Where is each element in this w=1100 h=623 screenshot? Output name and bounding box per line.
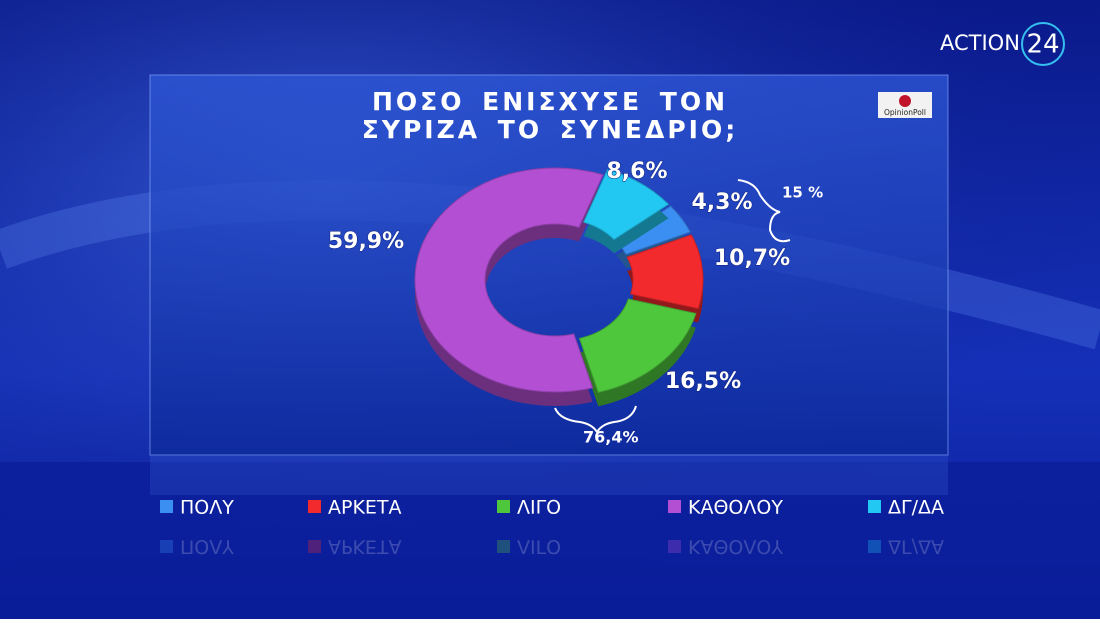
legend-swatch-reflection xyxy=(868,540,881,553)
data-label: 16,5% xyxy=(665,369,741,394)
data-label: 4,3% xyxy=(691,190,752,215)
legend-swatch xyxy=(160,500,173,513)
legend-swatch-reflection xyxy=(668,540,681,553)
legend-label-reflection: ΔΓ/ΔΑ xyxy=(888,536,944,558)
brand-name: ACTION xyxy=(940,31,1020,55)
donut xyxy=(414,167,704,407)
slice xyxy=(578,298,697,393)
title-box: ΠΟΣΟ ΕΝΙΣΧΥΣΕ ΤΟΝ ΣΥΡΙΖΑ ΤΟ ΣΥΝΕΔΡΙΟ; xyxy=(361,88,739,144)
source-logo: OpinionPoll xyxy=(884,108,926,117)
legend-label-reflection: ΚΑΘΟΛΟΥ xyxy=(688,536,783,558)
slice xyxy=(414,167,604,393)
slice xyxy=(582,168,670,241)
annotation: 15 % xyxy=(782,184,823,202)
legend-swatch-reflection xyxy=(160,540,173,553)
legend-label: ΛΙΓΟ xyxy=(517,497,561,519)
brand-ring xyxy=(1021,22,1065,66)
legend-label-reflection: ΑΡΚΕΤΑ xyxy=(328,536,402,558)
bracket-15 xyxy=(737,179,791,243)
legend-label-reflection: ΛΙΓΟ xyxy=(517,536,561,558)
legend-label: ΚΑΘΟΛΟΥ xyxy=(688,497,783,519)
legend-label-reflection: ΠΟΛΥ xyxy=(180,536,234,558)
panel-reflection xyxy=(150,455,948,495)
floor xyxy=(0,462,1100,619)
legend-label: ΑΡΚΕΤΑ xyxy=(328,497,402,519)
bracket-76 xyxy=(554,405,637,434)
data-label: 10,7% xyxy=(714,246,790,271)
legend-swatch xyxy=(868,500,881,513)
legend: ΠΟΛΥ ΠΟΛΥ ΑΡΚΕΤΑ ΑΡΚΕΤΑ ΛΙΓΟ ΛΙΓΟ ΚΑΘΟΛΟΥ ΚΑΘΟΛ… xyxy=(160,497,944,558)
legend-swatch xyxy=(497,500,510,513)
legend-label: ΔΓ/ΔΑ xyxy=(888,497,944,519)
chart-title: ΠΟΣΟ ΕΝΙΣΧΥΣΕ ΤΟΝ ΣΥΡΙΖΑ ΤΟ ΣΥΝΕΔΡΙΟ; xyxy=(361,88,739,144)
slice xyxy=(626,234,704,310)
legend-swatch xyxy=(668,500,681,513)
legend-label: ΠΟΛΥ xyxy=(180,497,234,519)
legend-swatch xyxy=(308,500,321,513)
data-label: 59,9% xyxy=(328,229,404,254)
legend-swatch-reflection xyxy=(308,540,321,553)
data-label: 8,6% xyxy=(606,159,667,184)
legend-swatch-reflection xyxy=(497,540,510,553)
annotation: 76,4% xyxy=(583,428,639,447)
source-logo-mark xyxy=(899,95,911,107)
brand-number: 24 xyxy=(1026,30,1059,60)
